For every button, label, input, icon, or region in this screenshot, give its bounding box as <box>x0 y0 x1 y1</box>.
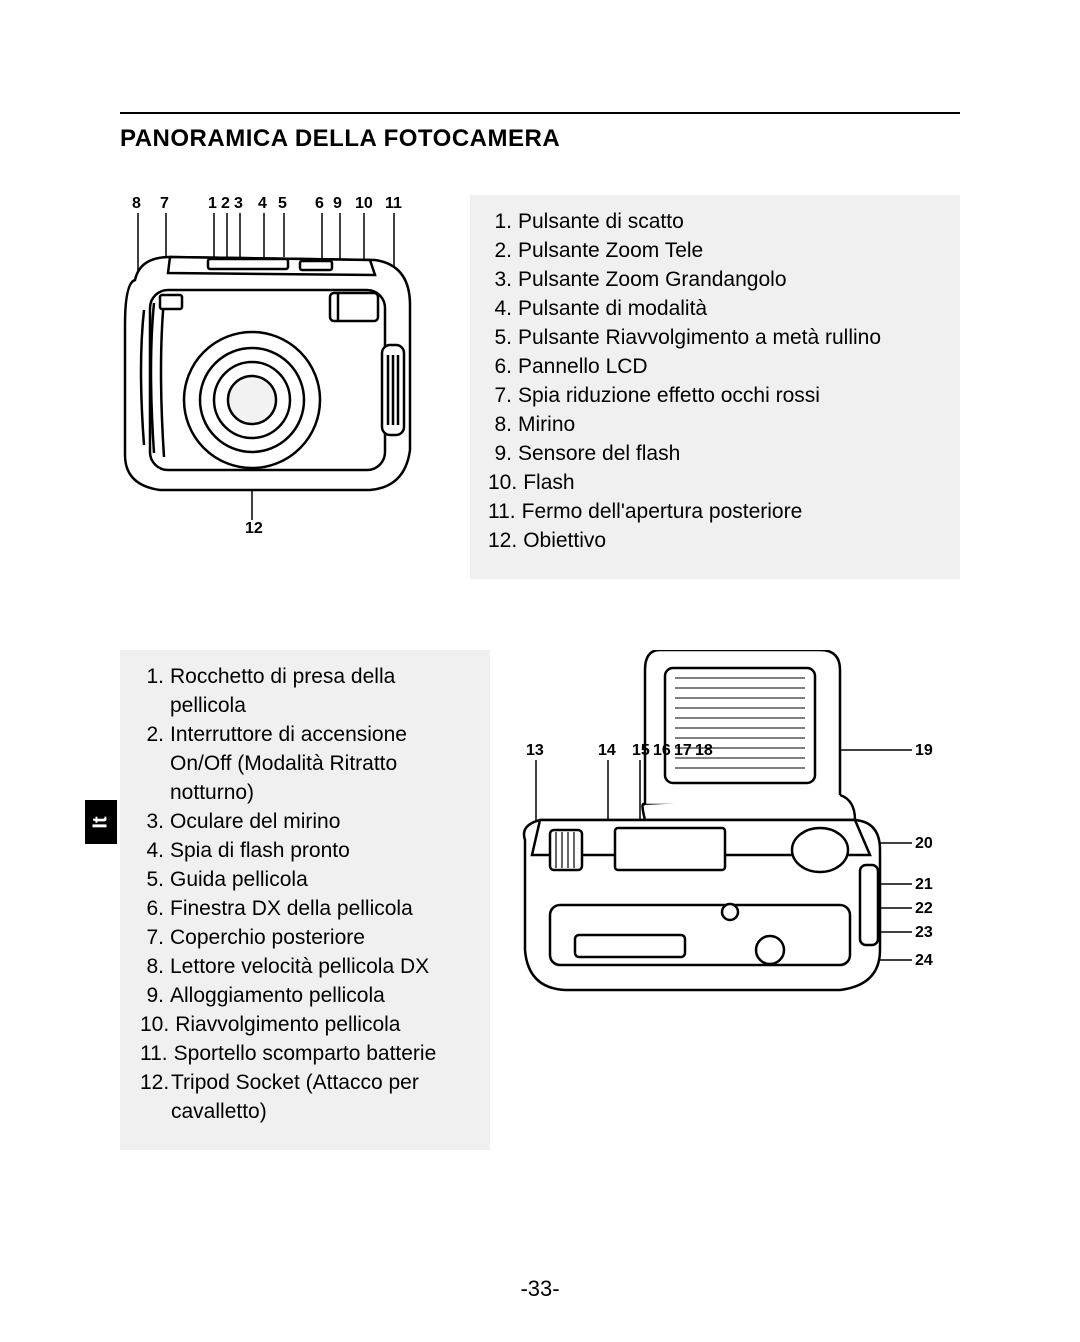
top-rule <box>120 112 960 114</box>
list-item: 7.Spia riduzione effetto occhi rossi <box>488 381 942 410</box>
list-item: 12.Obiettivo <box>488 526 942 555</box>
camera-front-diagram: 8 7 1 2 3 4 5 6 9 10 11 12 <box>120 195 440 555</box>
callout-20: 20 <box>915 835 933 853</box>
callout-23: 23 <box>915 924 933 942</box>
list-item: 5.Guida pellicola <box>140 865 470 894</box>
language-tab-label: It <box>90 816 113 828</box>
callout-19: 19 <box>915 742 933 760</box>
callout-9: 9 <box>333 195 342 213</box>
list-item: 2.Pulsante Zoom Tele <box>488 236 942 265</box>
camera-back-diagram: 13 14 15 16 17 18 19 20 21 22 23 24 <box>520 650 960 1030</box>
list-item: 1.Rocchetto di presa della pellicola <box>140 662 470 720</box>
callout-24: 24 <box>915 952 933 970</box>
callout-6: 6 <box>315 195 324 213</box>
list-item: 4.Pulsante di modalità <box>488 294 942 323</box>
callout-16: 16 <box>653 742 671 760</box>
list-item: 8.Mirino <box>488 410 942 439</box>
language-tab: It <box>85 800 117 844</box>
callout-17: 17 <box>674 742 692 760</box>
list-item: 1.Pulsante di scatto <box>488 207 942 236</box>
callout-21: 21 <box>915 876 933 894</box>
list-item: 7.Coperchio posteriore <box>140 923 470 952</box>
list-item: 4.Spia di flash pronto <box>140 836 470 865</box>
list-item: 6.Pannello LCD <box>488 352 942 381</box>
list-item: 11.Sportello scomparto batterie <box>140 1039 470 1068</box>
list-item: 3.Oculare del mirino <box>140 807 470 836</box>
list-item: 9.Sensore del flash <box>488 439 942 468</box>
manual-page: PANORAMICA DELLA FOTOCAMERA It 8 7 1 2 3… <box>0 0 1080 1342</box>
callout-22: 22 <box>915 900 933 918</box>
callout-2: 2 <box>221 195 230 213</box>
list-item: 10.Riavvolgimento pellicola <box>140 1010 470 1039</box>
camera-front-svg <box>120 195 440 555</box>
callout-10: 10 <box>355 195 373 213</box>
callout-7: 7 <box>160 195 169 213</box>
list-item: 12.Tripod Socket (Attacco per cavalletto… <box>140 1068 470 1126</box>
page-number: -33- <box>0 1276 1080 1302</box>
callout-11: 11 <box>385 195 402 213</box>
list-item: 11.Fermo dell'apertura posteriore <box>488 497 942 526</box>
callout-13: 13 <box>526 742 544 760</box>
row-back: 1.Rocchetto di presa della pellicola 2.I… <box>120 650 960 1150</box>
callout-3: 3 <box>234 195 243 213</box>
callout-12: 12 <box>245 520 263 538</box>
list-item: 8.Lettore velocità pellicola DX <box>140 952 470 981</box>
legend-front-list: 1.Pulsante di scatto 2.Pulsante Zoom Tel… <box>488 207 942 555</box>
page-title: PANORAMICA DELLA FOTOCAMERA <box>120 125 560 153</box>
callout-14: 14 <box>598 742 616 760</box>
list-item: 5.Pulsante Riavvolgimento a metà rullino <box>488 323 942 352</box>
callout-18: 18 <box>695 742 713 760</box>
list-item: 6.Finestra DX della pellicola <box>140 894 470 923</box>
callout-5: 5 <box>278 195 287 213</box>
camera-back-svg <box>520 650 950 1030</box>
list-item: 2.Interruttore di accensione On/Off (Mod… <box>140 720 470 807</box>
callout-15: 15 <box>632 742 650 760</box>
callout-4: 4 <box>258 195 267 213</box>
legend-front: 1.Pulsante di scatto 2.Pulsante Zoom Tel… <box>470 195 960 579</box>
row-front: 8 7 1 2 3 4 5 6 9 10 11 12 <box>120 195 960 579</box>
legend-back-list: 1.Rocchetto di presa della pellicola 2.I… <box>140 662 470 1126</box>
list-item: 10.Flash <box>488 468 942 497</box>
legend-back: 1.Rocchetto di presa della pellicola 2.I… <box>120 650 490 1150</box>
list-item: 9.Alloggiamento pellicola <box>140 981 470 1010</box>
callout-1: 1 <box>208 195 217 213</box>
callout-8: 8 <box>132 195 141 213</box>
list-item: 3.Pulsante Zoom Grandangolo <box>488 265 942 294</box>
